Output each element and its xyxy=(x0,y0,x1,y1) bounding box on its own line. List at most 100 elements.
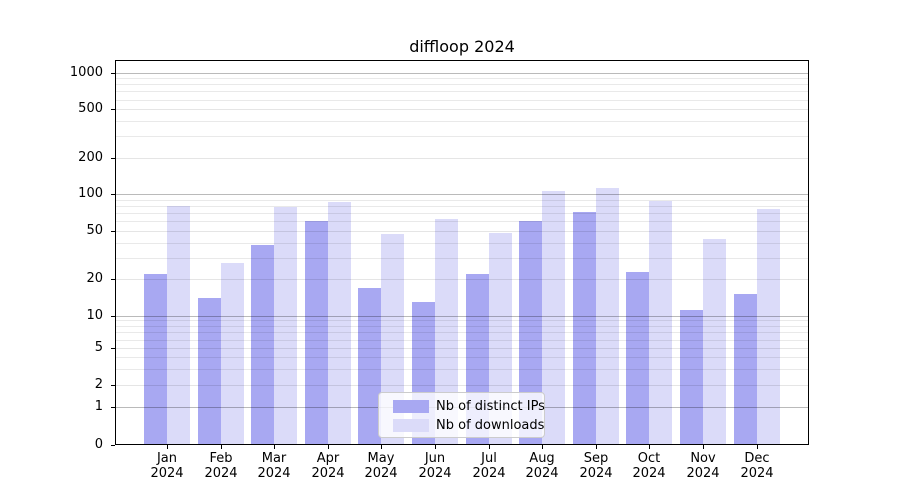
y-tick-mark-100 xyxy=(111,194,115,195)
y-tick-label-2: 2 xyxy=(94,377,103,393)
x-tick-mark-dec xyxy=(757,445,758,449)
x-tick-mark-feb xyxy=(221,445,222,449)
bar-ips-feb xyxy=(197,297,221,445)
bar-downloads-aug xyxy=(542,190,566,445)
gridline-3 xyxy=(115,369,809,370)
bar-ips-oct xyxy=(626,271,650,445)
x-tick-label-may: May 2024 xyxy=(364,451,398,481)
legend-swatch-distinct-ips xyxy=(393,400,429,413)
gridline-300 xyxy=(115,136,809,137)
y-tick-mark-0 xyxy=(111,445,115,446)
gridline-600 xyxy=(115,100,809,101)
y-tick-label-20: 20 xyxy=(86,271,103,286)
gridline-500 xyxy=(115,109,809,110)
bar-ips-sep xyxy=(572,211,596,445)
bar-downloads-jul xyxy=(488,232,512,445)
bar-ips-may xyxy=(358,287,382,445)
gridline-8 xyxy=(115,326,809,327)
y-tick-mark-20 xyxy=(111,279,115,280)
y-tick-label-10: 10 xyxy=(86,307,103,323)
gridline-80 xyxy=(115,206,809,207)
x-tick-label-nov: Nov 2024 xyxy=(686,451,720,481)
y-tick-label-500: 500 xyxy=(78,101,103,117)
y-tick-mark-200 xyxy=(111,158,115,159)
bar-downloads-nov xyxy=(703,238,726,445)
bar-downloads-sep xyxy=(595,188,619,445)
bar-ips-nov xyxy=(680,310,703,445)
bar-ips-mar xyxy=(251,245,275,445)
gridline-7 xyxy=(115,332,809,333)
x-tick-label-oct: Oct 2024 xyxy=(632,451,666,481)
legend-item-distinct-ips: Nb of distinct IPs xyxy=(393,397,545,416)
x-tick-label-apr: Apr 2024 xyxy=(311,451,345,481)
bar-ips-dec xyxy=(733,294,757,445)
gridline-40 xyxy=(115,243,809,244)
x-tick-label-sep: Sep 2024 xyxy=(579,451,613,481)
x-tick-mark-jul xyxy=(489,445,490,449)
x-tick-label-feb: Feb 2024 xyxy=(204,451,238,481)
x-tick-label-jun: Jun 2024 xyxy=(418,451,452,481)
gridline-9 xyxy=(115,320,809,321)
bar-downloads-jun xyxy=(435,219,458,445)
y-tick-label-200: 200 xyxy=(78,149,103,165)
bar-downloads-mar xyxy=(274,207,298,445)
gridline-700 xyxy=(115,91,809,92)
bar-downloads-feb xyxy=(220,263,244,445)
y-tick-mark-5 xyxy=(111,348,115,349)
x-tick-mark-jan xyxy=(167,445,168,449)
gridline-50 xyxy=(115,231,809,232)
y-tick-label-5: 5 xyxy=(94,340,103,356)
gridline-30 xyxy=(115,258,809,259)
x-tick-mark-apr xyxy=(328,445,329,449)
y-tick-mark-50 xyxy=(111,231,115,232)
y-tick-label-1: 1 xyxy=(94,399,103,415)
gridline-1000 xyxy=(115,73,809,74)
x-tick-label-aug: Aug 2024 xyxy=(525,451,559,481)
gridline-400 xyxy=(115,121,809,122)
gridline-200 xyxy=(115,158,809,159)
gridline-100 xyxy=(115,194,809,195)
legend-swatch-downloads xyxy=(393,419,429,432)
x-tick-label-mar: Mar 2024 xyxy=(257,451,291,481)
gridline-800 xyxy=(115,84,809,85)
gridline-20 xyxy=(115,279,809,280)
legend: Nb of distinct IPs Nb of downloads xyxy=(378,392,545,438)
bar-ips-aug xyxy=(519,221,543,445)
gridline-90 xyxy=(115,200,809,201)
y-tick-mark-500 xyxy=(111,109,115,110)
bar-downloads-oct xyxy=(649,201,673,445)
y-tick-label-100: 100 xyxy=(78,186,103,202)
y-tick-mark-1 xyxy=(111,407,115,408)
y-tick-label-50: 50 xyxy=(86,222,103,238)
x-tick-mark-oct xyxy=(649,445,650,449)
gridline-900 xyxy=(115,78,809,79)
x-tick-mark-nov xyxy=(703,445,704,449)
gridline-6 xyxy=(115,340,809,341)
x-tick-mark-jun xyxy=(435,445,436,449)
bar-ips-apr xyxy=(304,221,328,445)
gridline-2 xyxy=(115,385,809,386)
x-tick-mark-aug xyxy=(542,445,543,449)
bar-downloads-apr xyxy=(327,201,351,445)
bar-downloads-dec xyxy=(756,209,780,445)
x-tick-label-dec: Dec 2024 xyxy=(740,451,774,481)
gridline-70 xyxy=(115,213,809,214)
y-tick-label-1000: 1000 xyxy=(69,64,103,80)
y-tick-mark-2 xyxy=(111,385,115,386)
chart-title: diffloop 2024 xyxy=(409,37,515,56)
gridline-10 xyxy=(115,316,809,317)
legend-label-downloads: Nb of downloads xyxy=(436,418,545,433)
y-tick-mark-10 xyxy=(111,316,115,317)
gridline-4 xyxy=(115,357,809,358)
x-tick-mark-mar xyxy=(274,445,275,449)
x-tick-mark-sep xyxy=(596,445,597,449)
gridline-60 xyxy=(115,221,809,222)
gridline-5 xyxy=(115,348,809,349)
x-tick-mark-may xyxy=(381,445,382,449)
legend-label-distinct-ips: Nb of distinct IPs xyxy=(436,399,545,414)
bar-downloads-jan xyxy=(167,206,190,445)
bar-ips-jan xyxy=(144,273,167,445)
grid-layer xyxy=(115,60,809,445)
plot-area xyxy=(115,60,809,445)
